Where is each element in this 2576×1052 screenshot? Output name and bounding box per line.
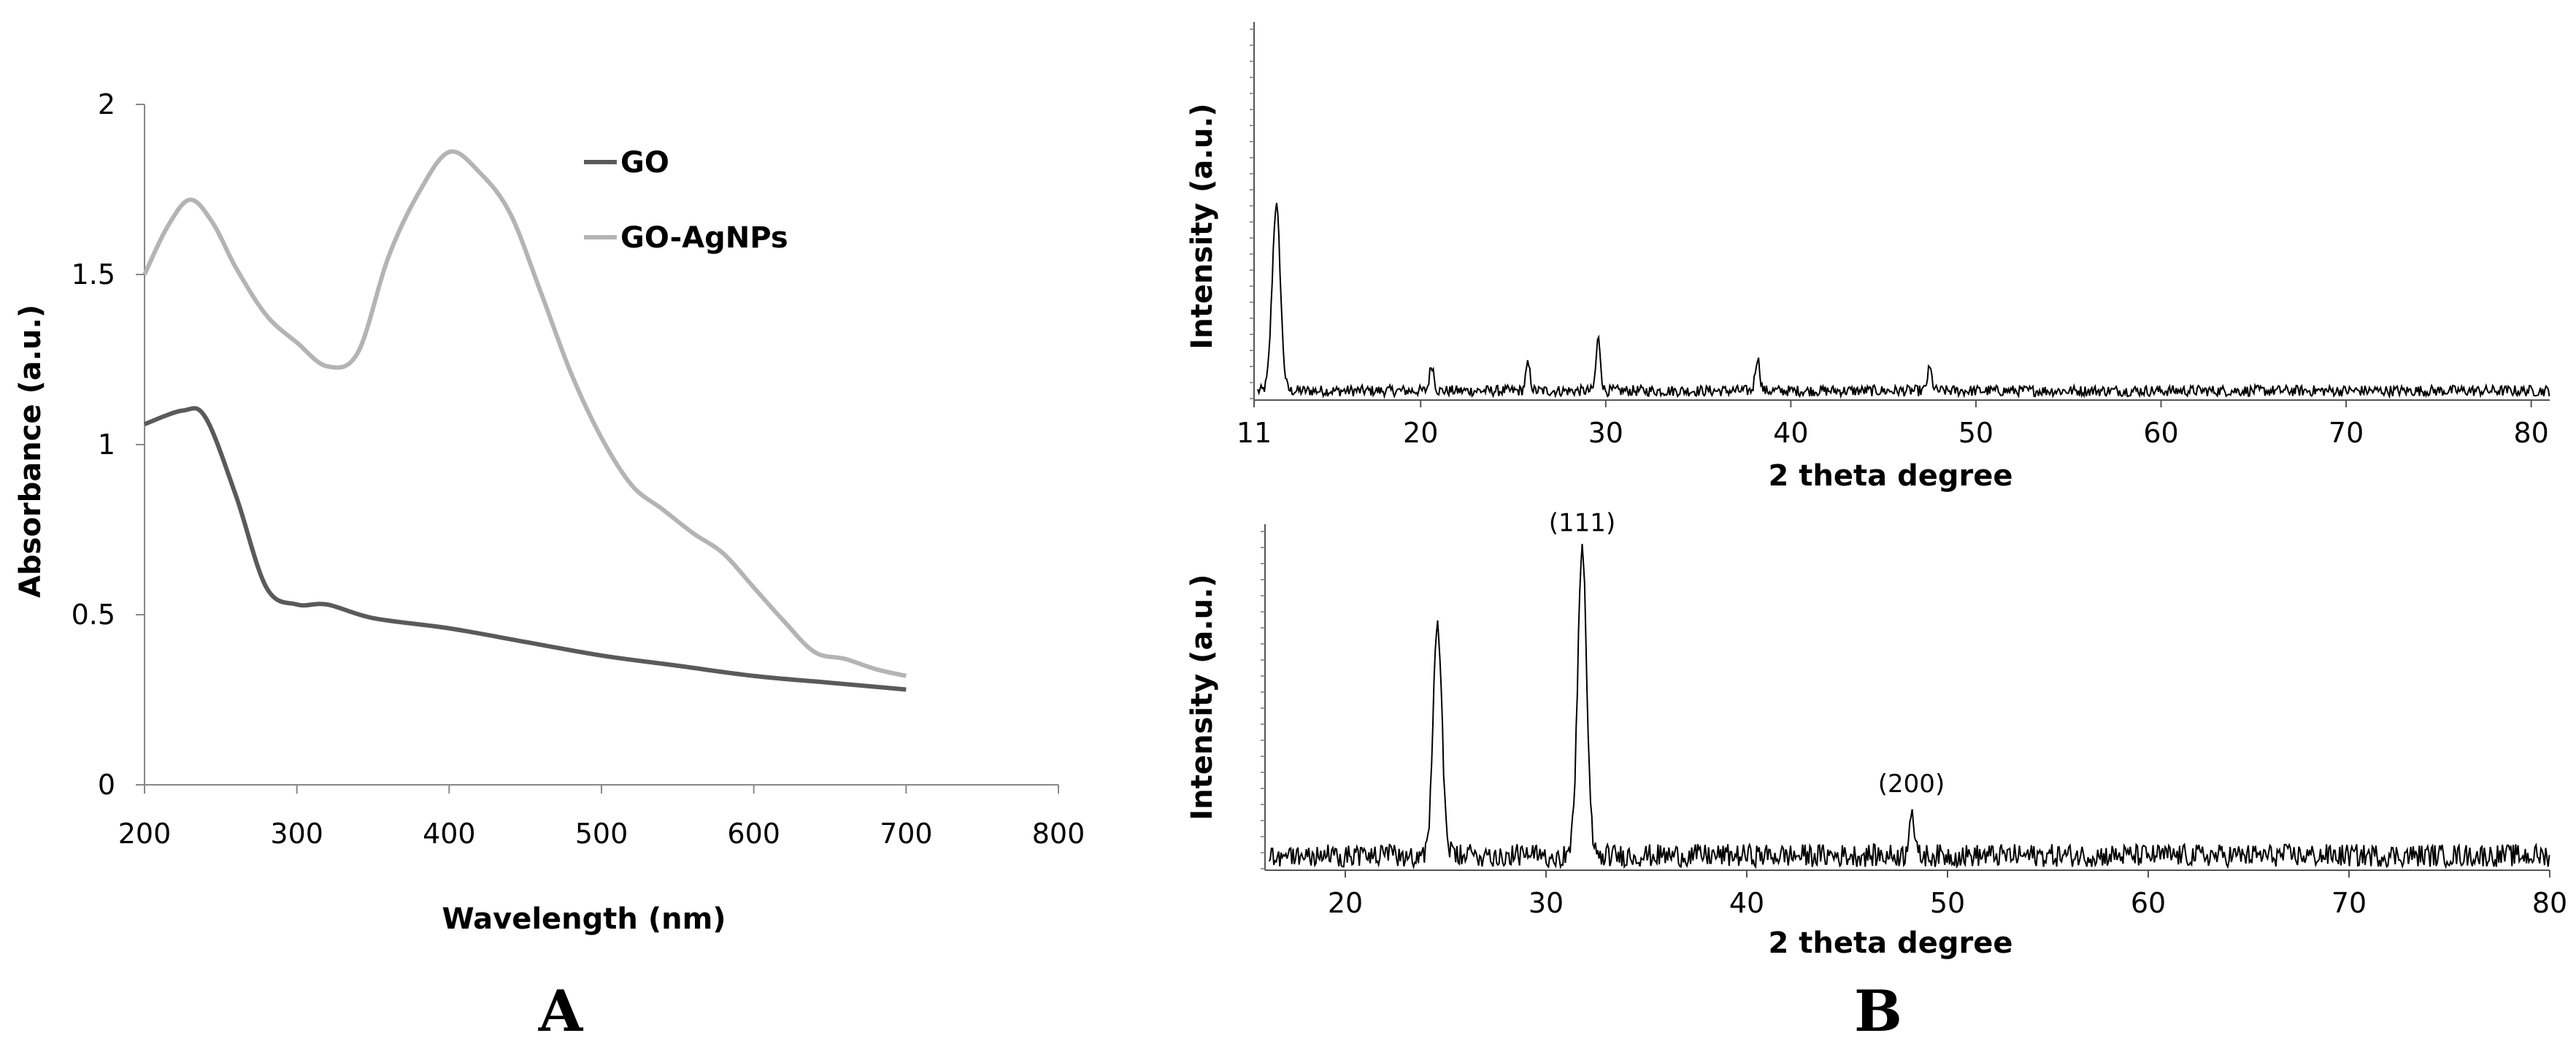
uv-vis-axes [144,104,1058,786]
peak-annotation: (200) [1878,769,1945,799]
x-tick-label: 70 [2331,887,2367,919]
x-tick-label: 80 [2513,417,2548,449]
uv-vis-x-axis-label: Wavelength (nm) [442,902,726,936]
panel-label-a: A [538,978,584,1045]
x-tick-label: 600 [727,818,780,850]
x-tick-label: 40 [1729,887,1764,919]
uv-vis-series [142,149,907,692]
y-tick-label: 2 [98,88,115,120]
x-tick-label: 200 [118,818,172,850]
xrd-go-agnps-series [1268,543,2550,870]
x-tick-label: 70 [2329,417,2364,449]
uv-vis-legend: GO GO-AgNPs [584,146,788,255]
x-tick-label: 700 [880,818,933,850]
x-tick-label: 30 [1588,417,1623,449]
y-tick-label: 1.5 [72,258,115,291]
xrd-go-x-axis-label: 2 theta degree [1769,459,2013,493]
xrd-go-agnps-chart: 20 30 40 50 60 70 80 (111) (200) 2 theta degree… [1185,508,2567,1045]
y-tick-label: 1 [98,429,115,461]
xrd-go-series [1257,202,2550,399]
x-tick-label: 20 [1403,417,1438,449]
xrd-go-agnps-annotations: (111) (200) [1549,508,1945,799]
x-tick-label: 50 [1930,887,1965,919]
xrd-go-axes [1250,22,2550,401]
uv-vis-chart: 200 300 400 500 600 700 800 0 0.5 1 1.5 2 GO GO-AgNP… [14,88,1085,1045]
peak-annotation: (111) [1549,508,1615,537]
xrd-go-ticks: 11 20 30 40 50 60 70 80 [1237,400,2549,449]
x-tick-label: 11 [1237,417,1272,449]
y-tick-label: 0.5 [72,599,115,631]
x-tick-label: 500 [575,818,628,850]
x-tick-label: 50 [1958,417,1993,449]
xrd-go-y-axis-label: Intensity (a.u.) [1185,103,1219,349]
x-tick-label: 40 [1773,417,1808,449]
x-tick-label: 300 [270,818,323,850]
x-tick-label: 400 [423,818,476,850]
series-line-go [143,406,907,692]
x-tick-label: 20 [1328,887,1363,919]
xrd-pattern-line [1257,202,2550,399]
uv-vis-ticks: 200 300 400 500 600 700 800 0 0.5 1 1.5 2 [72,88,1085,850]
x-tick-label: 60 [2143,417,2178,449]
xrd-go-agnps-y-axis-label: Intensity (a.u.) [1185,574,1219,820]
legend-label-go-agnps: GO-AgNPs [620,221,788,255]
panel-label-b: B [1854,978,1902,1045]
xrd-go-agnps-ticks: 20 30 40 50 60 70 80 [1328,870,2567,919]
y-tick-label: 0 [98,769,115,801]
x-tick-label: 60 [2131,887,2166,919]
uv-vis-y-axis-label: Absorbance (a.u.) [14,304,47,598]
xrd-pattern-line [1268,543,2550,870]
xrd-go-agnps-axes [1261,524,2550,871]
x-tick-label: 30 [1529,887,1564,919]
x-tick-label: 80 [2532,887,2567,919]
legend-label-go: GO [620,146,669,180]
xrd-go-chart: 11 20 30 40 50 60 70 80 2 theta degree Intensit… [1185,22,2550,493]
x-tick-label: 800 [1032,818,1085,850]
xrd-go-agnps-x-axis-label: 2 theta degree [1769,926,2013,960]
series-line-go-agnps [142,149,907,678]
